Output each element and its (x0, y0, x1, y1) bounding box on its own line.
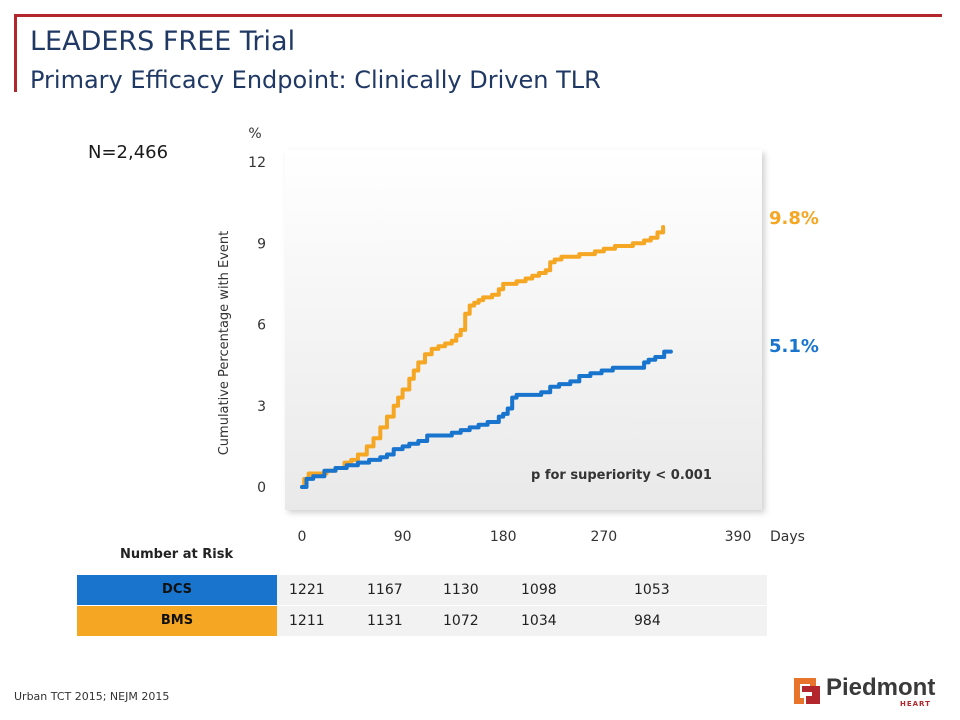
risk-cell: 1053 (634, 582, 670, 598)
risk-cell: 1098 (521, 582, 557, 598)
logo-wordmark: Piedmont (826, 674, 936, 701)
y-tick-label: 12 (248, 155, 266, 171)
risk-row-label: BMS (77, 606, 277, 636)
frame-left-rule (14, 14, 17, 92)
x-tick-label: 90 (394, 529, 412, 545)
km-chart: 0 3 6 9 12 0 90 180 270 390 % Cumulative Percenta… (217, 126, 805, 545)
risk-cell: 1034 (521, 613, 557, 629)
citation-footer: Urban TCT 2015; NEJM 2015 (14, 690, 170, 703)
risk-table: DCS 1221 1167 1130 1098 1053 BMS 1211 1131 1072 10… (77, 575, 767, 637)
risk-cell: 1130 (443, 582, 479, 598)
risk-row-bms: BMS 1211 1131 1072 1034 984 (77, 606, 767, 637)
y-axis-label: Cumulative Percentage with Event (217, 231, 232, 456)
y-tick-label: 0 (257, 480, 266, 496)
sample-size-label: N=2,466 (88, 142, 169, 163)
page-subtitle: Primary Efficacy Endpoint: Clinically Dr… (30, 66, 601, 94)
x-tick-label: 270 (590, 529, 617, 545)
risk-row-label: DCS (77, 575, 277, 605)
piedmont-logo: Piedmont HEART (790, 672, 940, 712)
risk-cell: 1072 (443, 613, 479, 629)
x-tick-label: 390 (725, 529, 752, 545)
series-line-bms (300, 225, 666, 489)
page-title: LEADERS FREE Trial (30, 26, 296, 57)
risk-table-heading: Number at Risk (120, 547, 234, 562)
risk-row-dcs: DCS 1221 1167 1130 1098 1053 (77, 575, 767, 606)
y-tick-label: 9 (257, 236, 266, 252)
bms-end-label: 9.8% (769, 208, 819, 229)
risk-cell: 1221 (289, 582, 325, 598)
logo-subtext: HEART (900, 700, 931, 708)
risk-cell: 1131 (367, 613, 403, 629)
piedmont-logo-icon (794, 678, 820, 704)
y-axis-unit: % (248, 126, 261, 142)
plot-area (285, 150, 762, 510)
frame-top-rule (14, 14, 942, 17)
x-axis-label: Days (770, 529, 805, 545)
series-line-dcs (300, 349, 673, 489)
x-tick-label: 180 (490, 529, 517, 545)
risk-cell: 1211 (289, 613, 325, 629)
x-tick-label: 0 (298, 529, 307, 545)
y-tick-label: 3 (257, 399, 266, 415)
p-value-annotation: p for superiority < 0.001 (531, 468, 712, 483)
dcs-end-label: 5.1% (769, 336, 819, 357)
risk-cell: 984 (634, 613, 661, 629)
y-tick-label: 6 (257, 318, 266, 334)
risk-cell: 1167 (367, 582, 403, 598)
